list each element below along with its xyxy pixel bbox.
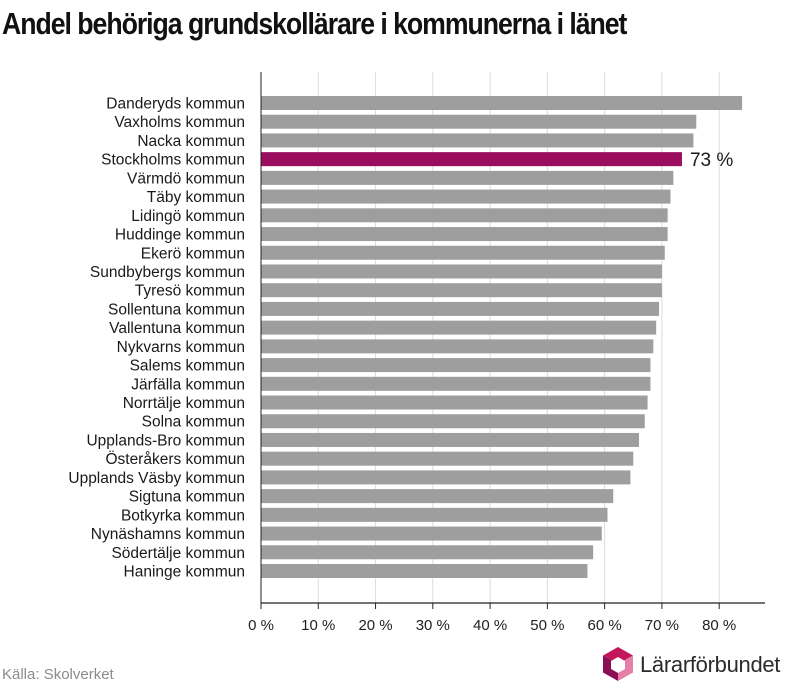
category-label: Österåkers kommun (105, 450, 245, 468)
category-label: Lidingö kommun (131, 208, 245, 225)
bar (261, 339, 654, 354)
bar (261, 489, 614, 504)
category-label: Haninge kommun (124, 564, 245, 581)
category-label: Nynäshamns kommun (91, 526, 245, 543)
category-label: Huddinge kommun (115, 227, 245, 244)
category-label: Järfälla kommun (131, 376, 245, 393)
category-label: Nykvarns kommun (117, 339, 245, 356)
category-label: Botkyrka kommun (121, 507, 245, 524)
chart-title: Andel behöriga grundskollärare i kommune… (2, 6, 627, 41)
x-tick-label: 40 % (473, 617, 507, 634)
category-label: Sigtuna kommun (129, 489, 245, 506)
bar (261, 189, 671, 204)
category-label: Ekerö kommun (141, 245, 245, 262)
bar (261, 320, 657, 335)
category-label: Upplands-Bro kommun (86, 432, 245, 449)
bar (261, 545, 594, 560)
bar (261, 451, 634, 466)
category-label: Täby kommun (147, 189, 245, 206)
category-label: Vallentuna kommun (109, 320, 245, 337)
lararforbundet-logo-icon (603, 647, 633, 681)
bar (261, 96, 743, 110)
category-label: Danderyds kommun (106, 96, 245, 113)
bar (261, 358, 651, 373)
highlight-value-label: 73 % (690, 150, 733, 171)
category-label: Salems kommun (130, 358, 245, 375)
logo-wordmark: Lärarförbundet (640, 652, 781, 677)
category-label: Solna kommun (142, 414, 245, 431)
x-tick-label: 30 % (416, 617, 450, 634)
bar (261, 227, 668, 242)
bar (261, 395, 648, 410)
x-tick-label: 0 % (248, 617, 274, 634)
category-label: Tyresö kommun (135, 283, 245, 300)
category-label: Vaxholms kommun (114, 114, 245, 131)
bar (261, 170, 674, 185)
bar (261, 432, 639, 447)
bar (261, 507, 608, 522)
x-tick-label: 10 % (301, 617, 335, 634)
category-label: Sollentuna kommun (108, 301, 245, 318)
category-label: Nacka kommun (137, 133, 245, 150)
bar (261, 414, 645, 429)
bar (261, 526, 602, 541)
x-tick-label: 20 % (358, 617, 392, 634)
logo-center (611, 657, 625, 673)
category-label: Värmdö kommun (127, 170, 245, 187)
category-label: Stockholms kommun (101, 152, 245, 169)
bar (261, 283, 662, 298)
bar (261, 470, 631, 485)
bar (261, 264, 662, 279)
category-label: Norrtälje kommun (123, 395, 245, 412)
bar (261, 376, 651, 391)
x-tick-label: 80 % (702, 617, 736, 634)
bar (261, 208, 668, 223)
bar (261, 133, 694, 148)
bars (261, 96, 743, 578)
category-label: Sundbybergs kommun (90, 264, 245, 281)
x-tick-label: 70 % (645, 617, 679, 634)
source-note: Källa: Skolverket (2, 666, 114, 683)
category-label: Upplands Väsby kommun (68, 470, 245, 487)
bar-highlighted (261, 152, 682, 167)
bar (261, 301, 660, 316)
category-label: Södertälje kommun (111, 545, 245, 562)
x-axis: 0 % 10 % 20 % 30 % 40 % 50 % 60 % 70 % 80 % (248, 72, 765, 634)
bar (261, 245, 665, 260)
x-tick-label: 50 % (530, 617, 564, 634)
x-tick-label: 60 % (588, 617, 622, 634)
bar (261, 114, 697, 129)
bar (261, 564, 588, 578)
gridlines (317, 72, 720, 603)
